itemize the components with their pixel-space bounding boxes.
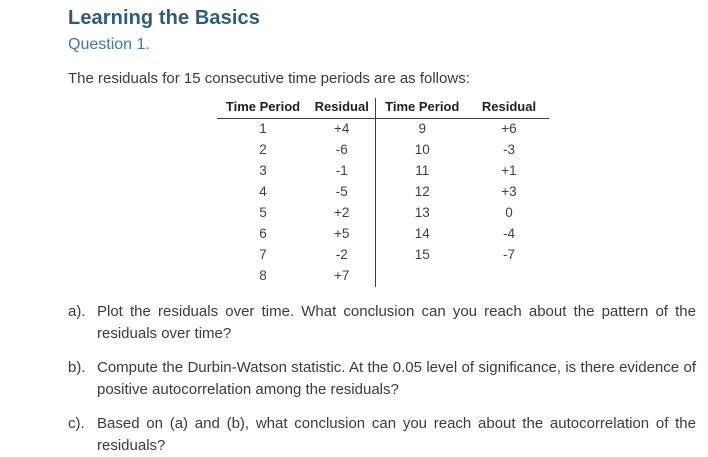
cell-time-period: 5	[259, 205, 267, 220]
cell-time-period: 7	[259, 247, 267, 262]
table-row: 6 +5 14 -4	[217, 223, 549, 245]
table-row: 4 -5 12 +3	[217, 181, 549, 203]
cell-time-period: 10	[414, 142, 430, 157]
question-subtitle: Question 1.	[68, 36, 150, 53]
cell-residual: +6	[501, 121, 517, 137]
question-item-c: c). Based on (a) and (b), what conclusio…	[68, 413, 696, 457]
header-time-period-left: Time Period	[217, 98, 309, 119]
cell-residual: -4	[502, 226, 515, 241]
cell-time-period: 3	[259, 163, 267, 178]
cell-residual: +1	[501, 163, 517, 178]
cell-time-period: 8	[259, 268, 267, 283]
table-row: 7 -2 15 -7	[217, 244, 549, 266]
cell-time-period: 11	[415, 163, 430, 178]
question-list: a). Plot the residuals over time. What c…	[68, 301, 698, 457]
cell-time-period: 9	[418, 121, 426, 137]
cell-time-period: 13	[414, 205, 430, 220]
intro-text: The residuals for 15 consecutive time pe…	[68, 70, 470, 87]
question-label: c).	[68, 414, 85, 432]
cell-residual: -2	[309, 244, 376, 266]
cell-residual: -5	[309, 181, 376, 203]
cell-time-period: 12	[414, 184, 430, 199]
table-row: 5 +2 13 0	[217, 202, 549, 224]
cell-residual: -1	[309, 160, 376, 182]
cell-residual: -7	[502, 247, 515, 262]
question-page: Learning the Basics Question 1. The resi…	[68, 7, 696, 454]
table-row: 3 -1 11 +1	[217, 160, 549, 182]
cell-residual: +7	[309, 265, 376, 287]
residuals-table-header: Time Period Residual Time Period Residua…	[217, 98, 549, 119]
table-row: 2 -6 10 -3	[217, 139, 549, 161]
question-label: a).	[68, 302, 86, 320]
cell-residual: +5	[309, 223, 376, 245]
cell-residual: -3	[502, 142, 515, 157]
page-title: Learning the Basics	[68, 7, 260, 29]
question-text: Based on (a) and (b), what conclusion ca…	[97, 414, 696, 454]
table-header-row: Time Period Residual Time Period Residua…	[217, 98, 549, 119]
cell-time-period	[375, 266, 469, 287]
cell-residual: 0	[505, 205, 513, 220]
cell-residual: +3	[501, 184, 517, 199]
cell-time-period: 15	[414, 247, 430, 262]
question-item-b: b). Compute the Durbin-Watson statistic.…	[68, 357, 696, 401]
residuals-table-body: 1 +4 9 +6 2 -6 10 -3 3 -1 11 +1 4 -5 12	[217, 118, 549, 287]
table-row: 8 +7	[217, 265, 549, 287]
question-text: Plot the residuals over time. What concl…	[97, 302, 696, 342]
cell-residual: +4	[309, 118, 376, 140]
cell-time-period: 4	[259, 184, 267, 199]
question-item-a: a). Plot the residuals over time. What c…	[68, 301, 696, 345]
cell-time-period: 2	[259, 142, 267, 157]
header-residual-right: Residual	[469, 98, 549, 119]
cell-time-period: 6	[259, 226, 267, 241]
cell-time-period: 1	[259, 121, 267, 137]
header-residual-left: Residual	[309, 98, 376, 119]
cell-residual	[469, 266, 549, 287]
question-text: Compute the Durbin-Watson statistic. At …	[97, 358, 696, 398]
question-label: b).	[68, 358, 86, 376]
cell-residual: +2	[309, 202, 376, 224]
header-time-period-right: Time Period	[375, 98, 469, 119]
cell-residual: -6	[309, 139, 376, 161]
cell-time-period: 14	[414, 226, 430, 241]
table-row: 1 +4 9 +6	[217, 118, 549, 140]
residuals-table: Time Period Residual Time Period Residua…	[217, 98, 549, 287]
